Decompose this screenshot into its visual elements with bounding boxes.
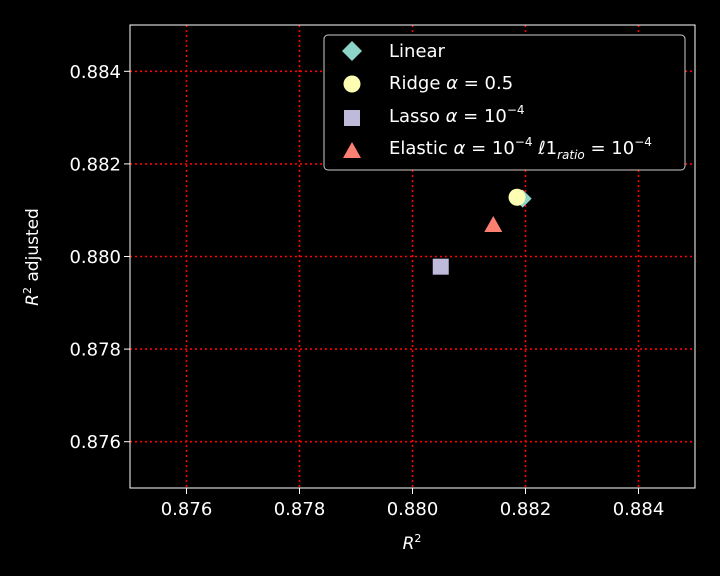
x-tick-label: 0.878: [274, 499, 326, 520]
x-tick-label: 0.876: [161, 499, 213, 520]
y-tick-label: 0.878: [69, 340, 121, 361]
points-layer: [432, 188, 532, 275]
legend-label-ridge: Ridge α = 0.5: [389, 73, 513, 94]
ticks-layer: 0.876 0.878 0.880 0.882 0.884 0.876 0.878 0.880…: [69, 62, 664, 520]
y-tick-label: 0.876: [69, 432, 121, 453]
legend-marker-linear: [342, 41, 362, 61]
point-circle: [508, 188, 526, 206]
legend-item-lasso: Lasso α = 10−4: [344, 103, 525, 127]
y-tick-label: 0.882: [69, 154, 121, 175]
legend-marker-elastic: [343, 142, 361, 158]
legend-box: [323, 34, 686, 171]
legend-marker-ridge: [343, 75, 361, 93]
x-tick-label: 0.880: [387, 499, 439, 520]
legend-item-linear: Linear: [342, 41, 446, 62]
legend: Linear Ridge α = 0.5 Lasso α = 10−4 Elas…: [323, 34, 686, 171]
y-axis-label: R2 adjusted: [21, 208, 43, 306]
legend-marker-lasso: [344, 110, 360, 126]
legend-label-lasso: Lasso α = 10−4: [389, 103, 525, 127]
legend-label-elastic: Elastic α = 10−4 ℓ1ratio = 10−4: [389, 135, 652, 162]
legend-item-elastic: Elastic α = 10−4 ℓ1ratio = 10−4: [343, 135, 652, 162]
y-tick-label: 0.884: [69, 62, 121, 83]
y-tick-label: 0.880: [69, 247, 121, 268]
point-square: [432, 258, 449, 275]
point-triangle: [484, 216, 503, 233]
x-tick-label: 0.884: [613, 499, 665, 520]
x-axis-label: R2: [403, 532, 422, 554]
x-tick-label: 0.882: [500, 499, 552, 520]
legend-item-ridge: Ridge α = 0.5: [343, 73, 513, 94]
legend-label-linear: Linear: [389, 41, 446, 62]
